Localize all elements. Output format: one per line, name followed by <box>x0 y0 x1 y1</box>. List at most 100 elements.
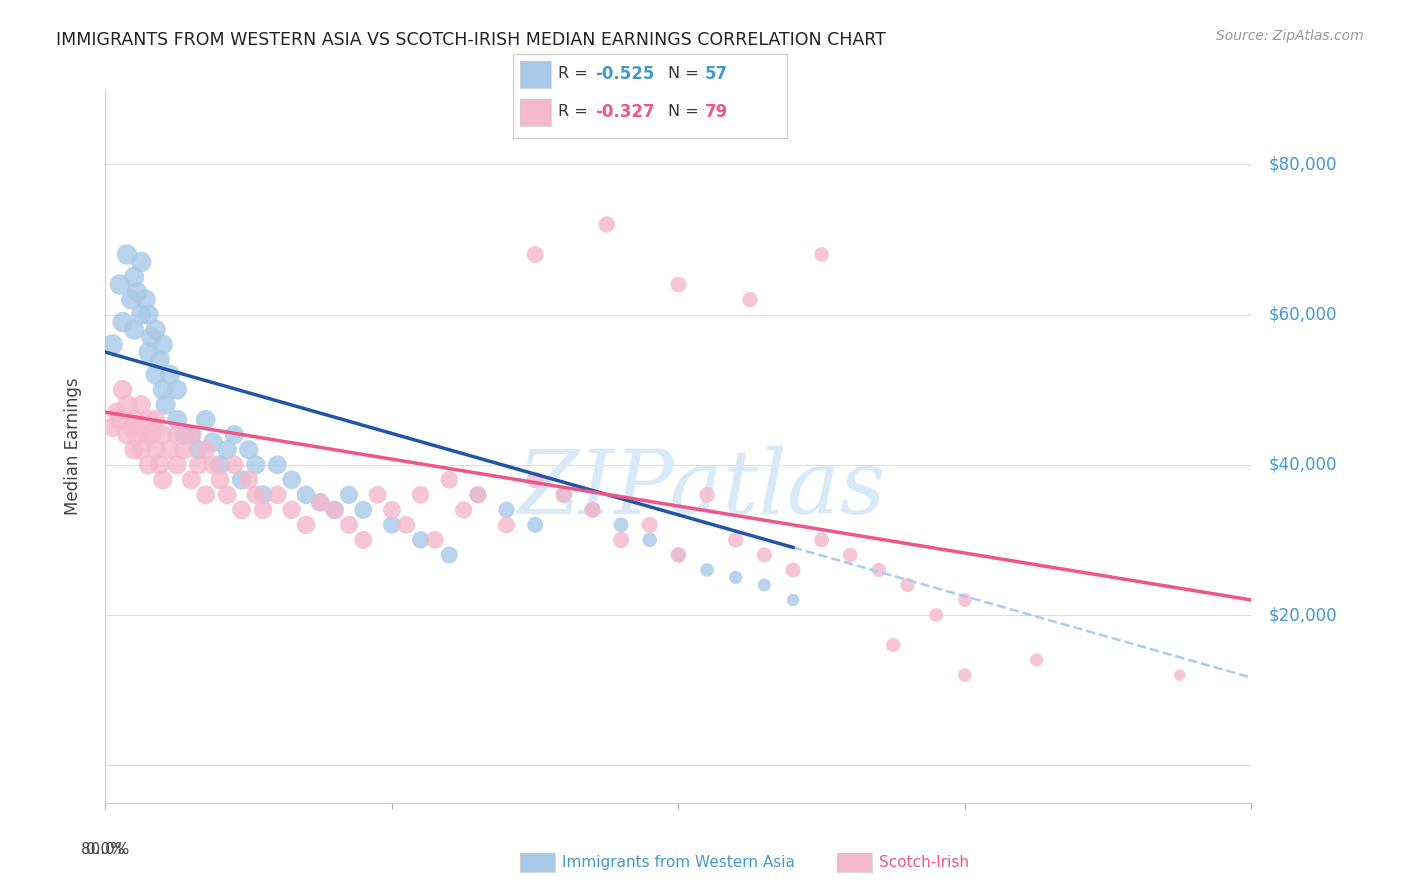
Point <box>754 548 776 562</box>
Point <box>245 488 267 502</box>
Point <box>252 488 274 502</box>
Point <box>610 517 633 532</box>
Point <box>266 458 288 472</box>
Point <box>194 413 217 427</box>
Point <box>439 548 461 562</box>
Point <box>159 442 181 457</box>
Point <box>495 517 517 532</box>
Point <box>252 503 274 517</box>
Point <box>129 442 152 457</box>
Point <box>337 488 360 502</box>
Point <box>352 503 374 517</box>
Point <box>224 427 246 442</box>
Point <box>187 442 209 457</box>
Point <box>596 218 619 232</box>
Point <box>810 533 832 547</box>
Point <box>194 442 217 457</box>
Point <box>782 563 804 577</box>
Point <box>367 488 389 502</box>
Text: $40,000: $40,000 <box>1268 456 1337 474</box>
Point <box>122 270 145 285</box>
Point <box>120 293 142 307</box>
Point <box>423 533 446 547</box>
Text: N =: N = <box>668 104 704 120</box>
Point <box>145 368 167 382</box>
Text: IMMIGRANTS FROM WESTERN ASIA VS SCOTCH-IRISH MEDIAN EARNINGS CORRELATION CHART: IMMIGRANTS FROM WESTERN ASIA VS SCOTCH-I… <box>56 31 886 49</box>
Point <box>111 383 134 397</box>
Point <box>245 458 267 472</box>
Point <box>666 548 689 562</box>
Text: 79: 79 <box>704 103 728 120</box>
Point <box>953 593 976 607</box>
Point <box>810 247 832 261</box>
Point <box>638 533 661 547</box>
Point <box>208 458 231 472</box>
Point <box>724 570 747 584</box>
Point <box>381 517 404 532</box>
Point <box>138 345 160 359</box>
Text: R =: R = <box>558 104 593 120</box>
Point <box>187 458 209 472</box>
Point <box>152 337 174 351</box>
Point <box>266 488 288 502</box>
Point <box>166 383 188 397</box>
Point <box>1025 653 1047 667</box>
Point <box>166 413 188 427</box>
Point <box>581 503 603 517</box>
Point <box>453 503 475 517</box>
Point <box>231 473 253 487</box>
Point <box>201 458 224 472</box>
Point <box>180 427 202 442</box>
Point <box>409 488 432 502</box>
Text: Immigrants from Western Asia: Immigrants from Western Asia <box>562 855 796 870</box>
Point <box>108 277 131 292</box>
Point <box>696 563 718 577</box>
Point <box>138 308 160 322</box>
Point <box>524 473 547 487</box>
Point <box>666 548 689 562</box>
Text: $20,000: $20,000 <box>1268 606 1337 624</box>
Text: -0.327: -0.327 <box>595 103 654 120</box>
Point <box>125 427 148 442</box>
Point <box>495 503 517 517</box>
Y-axis label: Median Earnings: Median Earnings <box>63 377 82 515</box>
Point <box>111 315 134 329</box>
Point <box>280 503 302 517</box>
Point <box>155 398 177 412</box>
Point <box>882 638 904 652</box>
Point <box>238 442 260 457</box>
Point <box>166 427 188 442</box>
Point <box>724 533 747 547</box>
Point <box>638 517 661 532</box>
Point <box>129 398 152 412</box>
Point <box>395 517 418 532</box>
Point <box>180 473 202 487</box>
Point <box>224 458 246 472</box>
Point <box>105 405 128 419</box>
Point <box>524 247 547 261</box>
Point <box>194 488 217 502</box>
Point <box>101 337 124 351</box>
Point <box>295 488 318 502</box>
Point <box>135 427 157 442</box>
Text: $60,000: $60,000 <box>1268 306 1337 324</box>
Point <box>553 488 575 502</box>
Point <box>409 533 432 547</box>
Point <box>309 495 332 509</box>
Point <box>152 473 174 487</box>
Point <box>217 442 239 457</box>
Point <box>129 308 152 322</box>
Point <box>120 420 142 434</box>
Point <box>581 503 603 517</box>
Point <box>897 578 920 592</box>
Point <box>754 578 776 592</box>
Point <box>280 473 302 487</box>
Point <box>217 488 239 502</box>
Text: Source: ZipAtlas.com: Source: ZipAtlas.com <box>1216 29 1364 43</box>
Point <box>115 427 138 442</box>
Point <box>141 427 163 442</box>
Point <box>152 383 174 397</box>
Point <box>108 413 131 427</box>
Point <box>122 322 145 336</box>
Point <box>180 427 202 442</box>
